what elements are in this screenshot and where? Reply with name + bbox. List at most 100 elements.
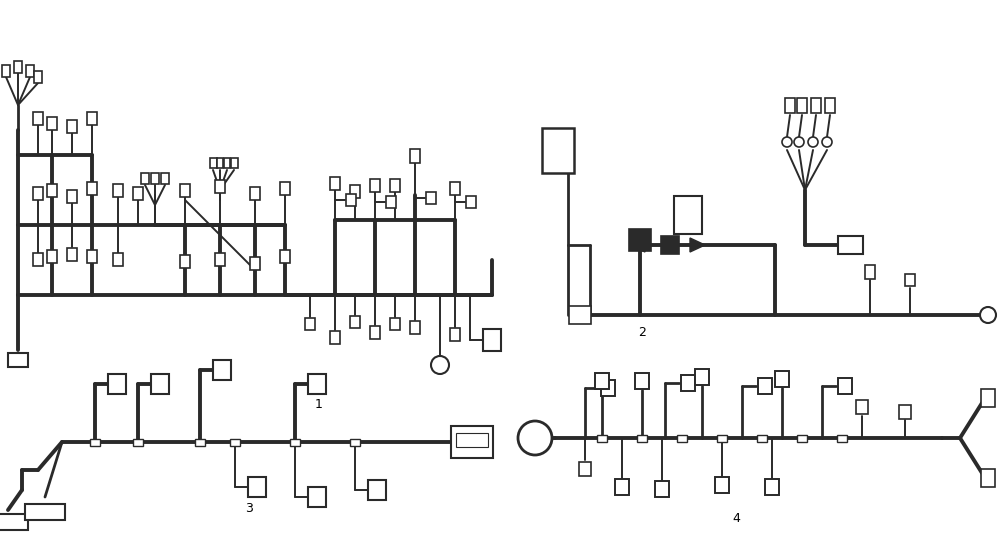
Bar	[765, 479, 779, 495]
Bar	[308, 374, 326, 394]
Bar	[370, 325, 380, 338]
Circle shape	[518, 421, 552, 455]
Bar	[280, 250, 290, 264]
Bar	[390, 179, 400, 192]
Bar	[108, 374, 126, 394]
Bar	[280, 181, 290, 194]
Bar	[113, 184, 123, 197]
Bar	[8, 353, 28, 367]
Bar	[655, 481, 669, 497]
Bar	[785, 97, 795, 113]
Bar	[717, 435, 727, 441]
Bar	[350, 438, 360, 446]
Bar	[308, 487, 326, 507]
Circle shape	[980, 307, 996, 323]
Bar	[195, 438, 205, 446]
Bar	[33, 186, 43, 199]
Text: 1: 1	[315, 399, 323, 412]
Bar	[133, 186, 143, 199]
Text: 2: 2	[638, 325, 646, 338]
Bar	[113, 254, 123, 267]
Text: 3: 3	[245, 502, 253, 515]
Bar	[757, 435, 767, 441]
Bar	[899, 405, 911, 419]
Bar	[213, 360, 231, 380]
Bar	[811, 97, 821, 113]
Bar	[33, 111, 43, 124]
Bar	[637, 435, 647, 441]
Bar	[87, 111, 97, 124]
Bar	[346, 194, 356, 206]
Bar	[542, 128, 574, 172]
Bar	[865, 265, 875, 279]
Bar	[33, 254, 43, 267]
Bar	[579, 462, 591, 476]
Bar	[87, 181, 97, 194]
Bar	[456, 433, 488, 447]
Bar	[330, 176, 340, 189]
Bar	[26, 65, 34, 77]
Bar	[180, 255, 190, 268]
Circle shape	[822, 137, 832, 147]
Bar	[224, 158, 230, 168]
Bar	[215, 180, 225, 193]
Bar	[674, 196, 702, 234]
Bar	[615, 479, 629, 495]
Bar	[483, 329, 501, 351]
Bar	[595, 373, 609, 389]
Bar	[635, 373, 649, 389]
Bar	[230, 438, 240, 446]
Bar	[450, 181, 460, 194]
Bar	[231, 158, 238, 168]
Bar	[90, 438, 100, 446]
Bar	[151, 172, 159, 184]
Text: 4: 4	[732, 511, 740, 525]
Bar	[47, 116, 57, 129]
Bar	[856, 400, 868, 414]
Polygon shape	[690, 238, 705, 252]
Bar	[34, 71, 42, 83]
Bar	[677, 435, 687, 441]
Bar	[210, 158, 216, 168]
Bar	[775, 371, 789, 387]
Bar	[133, 438, 143, 446]
Bar	[390, 318, 400, 330]
Bar	[180, 184, 190, 197]
Bar	[837, 435, 847, 441]
Bar	[451, 426, 493, 458]
Bar	[250, 258, 260, 270]
Circle shape	[782, 137, 792, 147]
Bar	[248, 477, 266, 497]
Bar	[410, 320, 420, 334]
Bar	[215, 254, 225, 267]
Polygon shape	[630, 238, 645, 252]
Bar	[681, 375, 695, 391]
Bar	[370, 179, 380, 192]
Bar	[47, 184, 57, 197]
Bar	[905, 274, 915, 286]
Circle shape	[808, 137, 818, 147]
Bar	[981, 389, 995, 407]
Circle shape	[431, 356, 449, 374]
Bar	[67, 248, 77, 260]
Bar	[797, 97, 807, 113]
Bar	[797, 435, 807, 441]
Bar	[450, 328, 460, 340]
Bar	[825, 97, 835, 113]
Bar	[601, 380, 615, 396]
Bar	[25, 504, 65, 520]
Bar	[67, 119, 77, 133]
Bar	[466, 196, 476, 208]
Bar	[330, 330, 340, 343]
Bar	[67, 189, 77, 203]
Bar	[597, 435, 607, 441]
Circle shape	[794, 137, 804, 147]
Bar	[216, 158, 223, 168]
Bar	[838, 378, 852, 394]
Bar	[47, 250, 57, 264]
Bar	[2, 65, 10, 77]
Bar	[661, 236, 679, 254]
Bar	[569, 306, 591, 324]
Bar	[350, 184, 360, 198]
Bar	[368, 480, 386, 500]
